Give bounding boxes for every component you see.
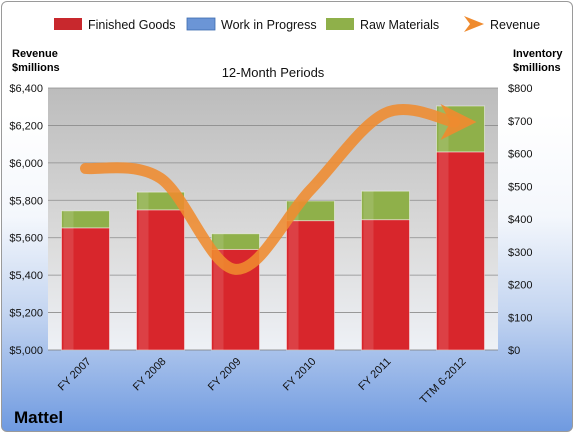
- left-axis-tick-label: $6,200: [9, 120, 43, 132]
- plot-area: [48, 88, 498, 350]
- legend-swatch-finished-goods: [54, 18, 82, 30]
- right-axis-tick-label: $500: [508, 181, 532, 193]
- series-line-revenue: [80, 103, 460, 275]
- bar-highlight: [363, 191, 374, 220]
- right-axis-tick-label: $300: [508, 247, 532, 259]
- left-axis-title-line2: $millions: [12, 62, 60, 74]
- left-axis-tick-label: $5,200: [9, 308, 43, 320]
- left-axis-title-line1: Revenue: [12, 48, 58, 60]
- right-axis-title-line2: $millions: [513, 62, 561, 74]
- legend-swatch-work-in-progress: [186, 17, 216, 31]
- bar-highlight: [63, 210, 74, 228]
- legend-arrow-revenue: [450, 16, 484, 32]
- bar-highlight: [138, 192, 149, 210]
- revenue-arrowhead: [440, 104, 477, 141]
- right-axis-tick-label: $100: [508, 312, 532, 324]
- legend-label-raw-materials: Raw Materials: [360, 18, 439, 32]
- x-axis-tick-label: FY 2010: [281, 356, 319, 394]
- right-axis-tick-label: $400: [508, 214, 532, 226]
- right-axis-tick-label: $200: [508, 280, 532, 292]
- legend-label-revenue: Revenue: [490, 18, 540, 32]
- left-axis-tick-label: $6,000: [9, 158, 43, 170]
- bar-highlight: [438, 106, 449, 152]
- x-axis-tick-label: FY 2007: [56, 356, 94, 394]
- bar-highlight: [438, 151, 449, 350]
- bar-highlight: [213, 249, 224, 350]
- legend-label-work-in-progress: Work in Progress: [221, 18, 317, 32]
- bar-finished-goods: [286, 220, 335, 351]
- x-axis-tick-label: TTM 6-2012: [418, 356, 469, 407]
- bar-raw-materials: [361, 190, 410, 221]
- left-axis-tick-label: $5,600: [9, 233, 43, 245]
- x-axis-tick-label: FY 2011: [356, 356, 393, 393]
- right-axis-title-line1: Inventory: [513, 48, 563, 60]
- left-axis-tick-label: $5,800: [9, 195, 43, 207]
- bar-raw-materials: [61, 210, 110, 229]
- brand-name: Mattel: [14, 408, 63, 427]
- bar-highlight: [288, 220, 299, 350]
- right-axis-tick-label: $700: [508, 116, 532, 128]
- bar-highlight: [63, 227, 74, 350]
- right-axis-tick-label: $600: [508, 149, 532, 161]
- legend: Finished Goods Work in Progress Raw Mate…: [54, 16, 540, 32]
- legend-label-finished-goods: Finished Goods: [88, 18, 176, 32]
- left-axis-tick-label: $5,400: [9, 270, 43, 282]
- left-axis-tick-label: $5,000: [9, 345, 43, 357]
- bar-highlight: [213, 233, 224, 250]
- right-axis-tick-label: $0: [508, 345, 520, 357]
- left-axis-tick-label: $6,400: [9, 83, 43, 95]
- bar-finished-goods: [136, 209, 185, 351]
- right-axis-tick-label: $800: [508, 83, 532, 95]
- bar-finished-goods: [361, 219, 410, 351]
- right-axis-ticks: $0 $100 $200 $300 $400 $500 $600 $700 $800: [508, 83, 532, 357]
- chart-title: 12-Month Periods: [222, 65, 325, 80]
- bar-highlight: [138, 209, 149, 350]
- x-axis-tick-label: FY 2009: [206, 356, 244, 394]
- bar-finished-goods: [436, 151, 485, 351]
- x-axis-tick-label: FY 2008: [131, 356, 169, 394]
- left-axis-ticks: $5,000 $5,200 $5,400 $5,600 $5,800 $6,000 $6,2…: [9, 83, 43, 357]
- legend-swatch-raw-materials: [326, 18, 354, 30]
- bar-finished-goods: [61, 227, 110, 351]
- x-axis-ticks: FY 2007 FY 2008 FY 2009 FY 2010 FY 2011 TTM 6…: [56, 356, 469, 407]
- bar-highlight: [363, 219, 374, 350]
